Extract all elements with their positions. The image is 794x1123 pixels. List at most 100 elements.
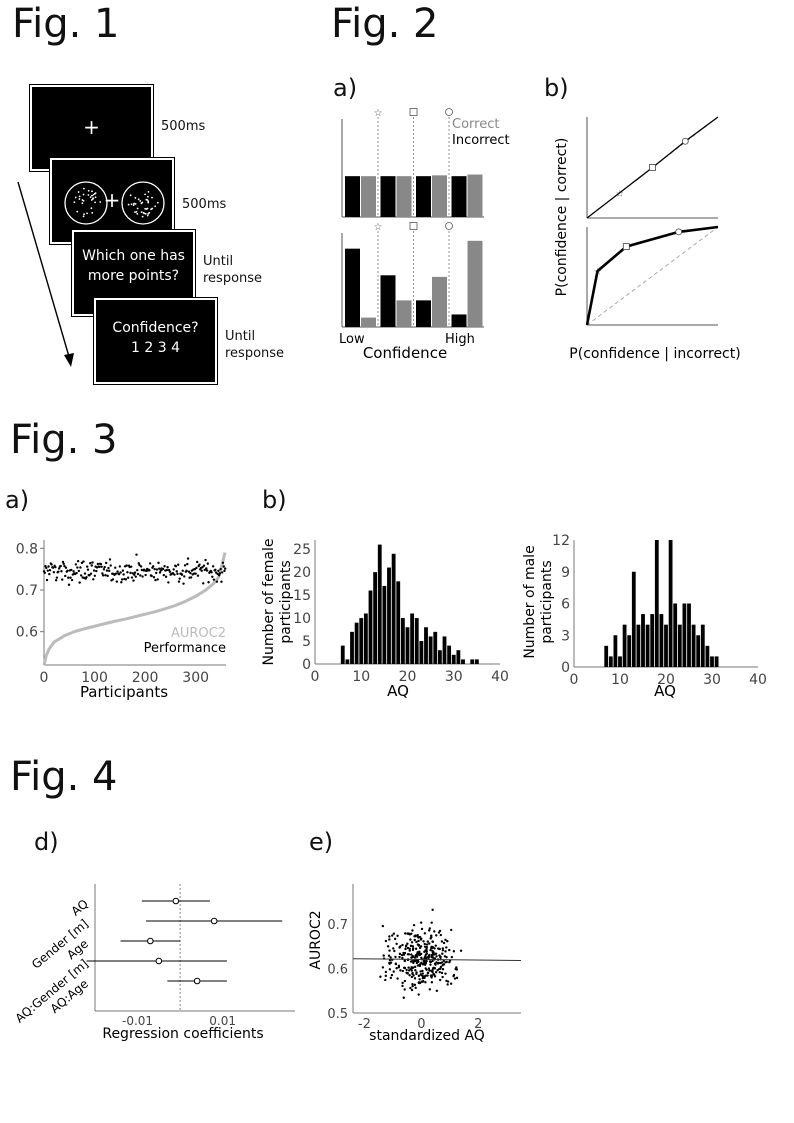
female-ylabel: Number of femaleparticipants: [261, 539, 294, 666]
performance-point: [200, 569, 203, 572]
scatter-point: [418, 981, 422, 985]
performance-point: [139, 574, 142, 577]
scatter-point: [455, 976, 459, 980]
x-tick-label: 40: [491, 669, 509, 685]
x-tick-label: -2: [358, 1017, 371, 1032]
hist-bar: [659, 614, 664, 667]
hist-bar: [442, 636, 447, 664]
y-tick-label: 12: [552, 533, 570, 549]
scatter-point: [433, 953, 436, 956]
x-tick-label: 0.01: [209, 1014, 236, 1028]
scatter-point: [410, 969, 413, 972]
scatter-point: [379, 975, 382, 978]
scatter-point: [434, 944, 437, 947]
performance-point: [119, 571, 122, 574]
stimulus-dot: [147, 191, 150, 193]
performance-point: [148, 569, 151, 572]
scatter-point: [413, 977, 417, 980]
scatter-point: [394, 955, 397, 959]
scatter-point: [389, 961, 393, 964]
stimulus-dot: [135, 210, 138, 213]
stimulus-dot: [144, 212, 147, 215]
performance-point: [93, 574, 97, 577]
scatter-point: [432, 972, 435, 976]
hist-bar: [456, 650, 461, 664]
stimulus-dot: [145, 198, 148, 201]
scatter-point: [411, 971, 414, 975]
y-tick-label: 0.8: [16, 541, 38, 557]
scatter-point: [413, 983, 417, 987]
stimulus-dot: [134, 197, 137, 199]
performance-point: [185, 569, 188, 573]
performance-point: [130, 565, 133, 568]
scatter-point: [455, 968, 459, 971]
performance-point: [204, 558, 207, 562]
performance-point: [61, 578, 64, 581]
performance-point: [60, 570, 63, 573]
hist-bar: [350, 631, 354, 664]
scatter-point: [419, 970, 422, 973]
scatter-point: [416, 934, 419, 937]
stimulus-dot: [90, 199, 93, 201]
performance-point: [85, 575, 88, 579]
performance-point: [117, 573, 121, 576]
performance-point: [116, 570, 119, 573]
x-tick-label: 2: [474, 1017, 482, 1032]
scatter-point: [401, 969, 405, 973]
stimulus-dot: [78, 195, 81, 198]
performance-point: [194, 572, 197, 575]
stimulus-dot: [92, 193, 95, 196]
scatter-point: [417, 939, 420, 943]
performance-point: [92, 569, 96, 572]
circle-marker: [445, 108, 453, 116]
performance-point: [90, 564, 93, 567]
scatter-point: [411, 983, 414, 986]
scatter-point: [425, 968, 428, 971]
scatter-point: [414, 947, 418, 951]
performance-point: [57, 567, 61, 570]
scatter-point: [388, 949, 391, 952]
scatter-point: [402, 951, 405, 955]
scatter-point: [437, 931, 441, 934]
performance-point: [164, 575, 168, 578]
scatter-point: [438, 978, 442, 982]
performance-point: [203, 568, 206, 572]
x-tick-label: 20: [399, 669, 417, 685]
performance-point: [156, 578, 159, 581]
performance-point: [183, 575, 186, 578]
stimulus-dot: [142, 211, 145, 214]
performance-point: [109, 564, 112, 567]
scatter-point: [421, 972, 425, 975]
scatter-point: [412, 961, 415, 965]
performance-point: [122, 573, 125, 576]
performance-point: [72, 570, 75, 573]
scatter-point: [425, 943, 429, 946]
scatter-point: [414, 986, 417, 990]
fig4d-label: d): [34, 828, 59, 856]
performance-point: [105, 569, 109, 572]
performance-point: [144, 573, 147, 577]
scatter-point: [423, 945, 427, 948]
performance-point: [171, 571, 175, 575]
y-tick-label: 0.7: [327, 918, 348, 933]
scatter-point: [399, 969, 402, 972]
hist-bar: [645, 624, 650, 667]
performance-point: [108, 569, 111, 573]
scatter-point: [441, 964, 444, 967]
scatter-point: [410, 975, 414, 979]
fig4d-xlabel: Regression coefficients: [102, 1026, 263, 1042]
performance-point: [66, 569, 69, 573]
performance-point: [92, 578, 95, 581]
scatter-point: [439, 967, 442, 970]
performance-point: [69, 576, 72, 579]
fig3-title: Fig. 3: [10, 417, 118, 463]
scatter-point: [429, 948, 432, 952]
x-tick-label: 30: [445, 669, 463, 685]
y-tick-label: 9: [561, 565, 570, 581]
y-tick-label: 6: [561, 597, 570, 613]
stimulus-cross: +: [103, 188, 121, 212]
scatter-point: [409, 938, 412, 941]
performance-point: [67, 576, 70, 579]
scatter-point: [411, 947, 415, 950]
stimulus-dot: [83, 213, 85, 216]
